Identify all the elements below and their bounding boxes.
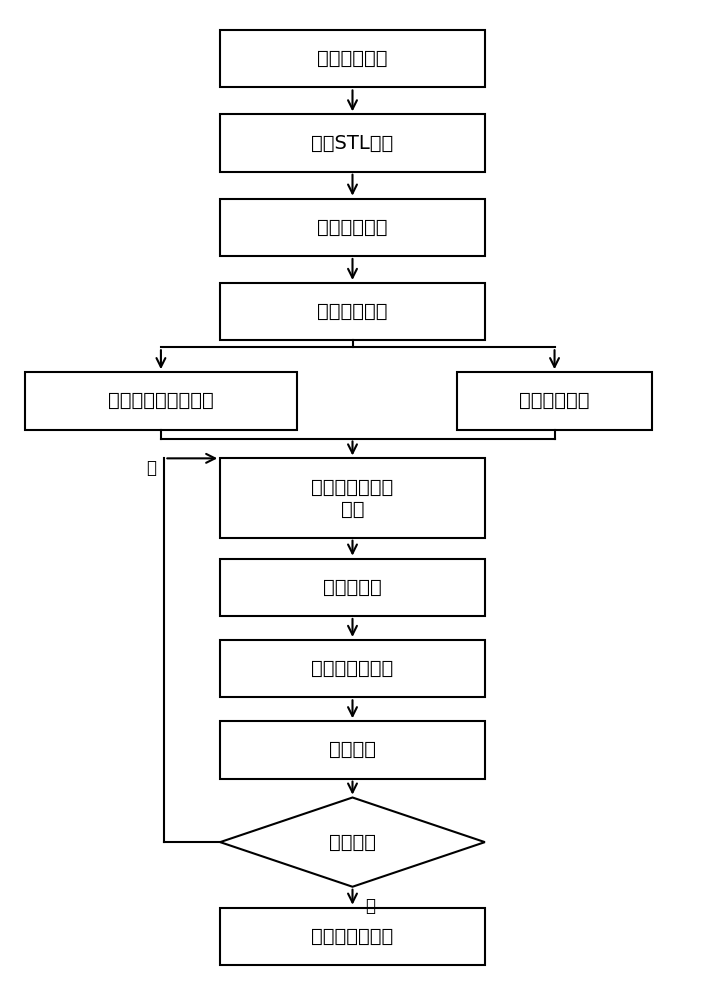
Text: 喷射无机粘结剂: 喷射无机粘结剂 [312, 659, 393, 678]
Bar [220, 721, 485, 779]
Bar [220, 908, 485, 965]
Bar [220, 640, 485, 697]
Bar [220, 114, 485, 172]
Text: 否: 否 [146, 459, 156, 477]
Text: 配置无机微波吸收剂: 配置无机微波吸收剂 [108, 391, 214, 410]
Text: 成形缸下降一个
层厚: 成形缸下降一个 层厚 [312, 478, 393, 519]
Polygon shape [220, 798, 485, 887]
Text: 制备陶瓷粉末: 制备陶瓷粉末 [520, 391, 590, 410]
Bar [25, 372, 297, 430]
Text: 微波固化: 微波固化 [329, 740, 376, 759]
Bar [220, 199, 485, 256]
Bar [220, 458, 485, 538]
Bar [220, 559, 485, 616]
Text: 绘制三维模型: 绘制三维模型 [317, 49, 388, 68]
Text: 打印完成: 打印完成 [329, 833, 376, 852]
Text: 碳化硅零件初坯: 碳化硅零件初坯 [312, 927, 393, 946]
Bar [220, 283, 485, 340]
Text: 调整打印参数: 调整打印参数 [317, 218, 388, 237]
Text: 准备打印材料: 准备打印材料 [317, 302, 388, 321]
Bar [457, 372, 652, 430]
Text: 是: 是 [365, 897, 375, 915]
Text: 铺粉辊铺粉: 铺粉辊铺粉 [323, 578, 382, 597]
Bar [220, 30, 485, 87]
Text: 导入STL文件: 导入STL文件 [312, 133, 393, 152]
